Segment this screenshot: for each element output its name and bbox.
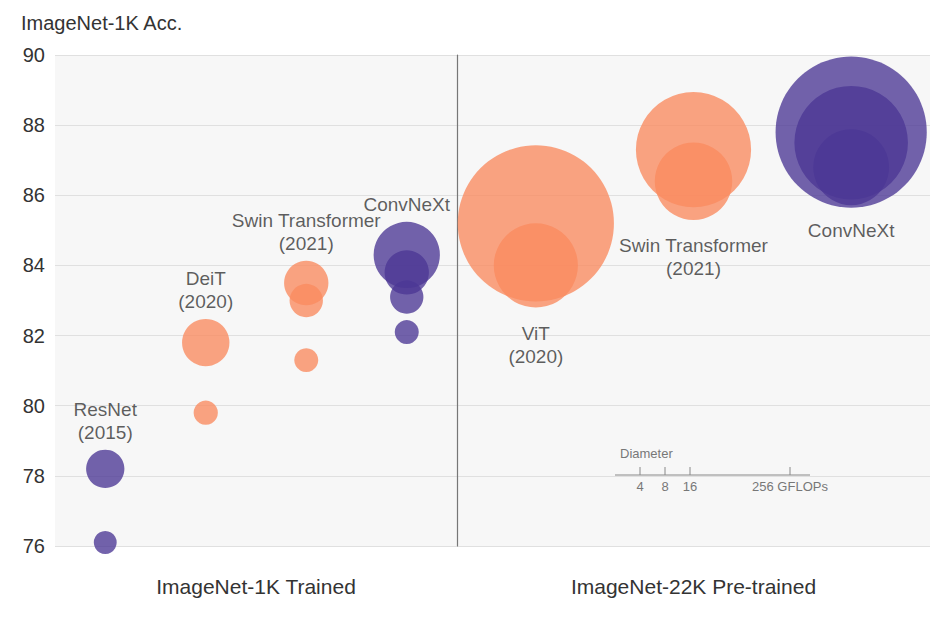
svg-text:ImageNet-22K Pre-trained: ImageNet-22K Pre-trained [571,575,816,598]
svg-text:80: 80 [23,395,45,417]
svg-text:Swin Transformer: Swin Transformer [619,235,769,256]
svg-text:ImageNet-1K Acc.: ImageNet-1K Acc. [21,12,182,34]
svg-text:ConvNeXt: ConvNeXt [808,220,895,241]
svg-text:88: 88 [23,114,45,136]
svg-text:(2020): (2020) [178,291,233,312]
svg-text:90: 90 [23,44,45,66]
svg-text:256 GFLOPs: 256 GFLOPs [752,479,828,494]
svg-text:(2021): (2021) [279,233,334,254]
svg-text:8: 8 [661,479,668,494]
svg-text:Diameter: Diameter [620,446,673,461]
svg-text:DeiT: DeiT [186,268,227,289]
svg-text:82: 82 [23,325,45,347]
svg-text:ImageNet-1K Trained: ImageNet-1K Trained [156,575,356,598]
svg-text:76: 76 [23,535,45,557]
svg-text:16: 16 [683,479,697,494]
svg-text:(2015): (2015) [78,422,133,443]
svg-text:ViT: ViT [522,323,551,344]
svg-text:4: 4 [636,479,643,494]
svg-text:Swin Transformer: Swin Transformer [232,210,382,231]
svg-text:84: 84 [23,254,45,276]
svg-text:(2021): (2021) [666,258,721,279]
svg-text:86: 86 [23,184,45,206]
svg-text:78: 78 [23,465,45,487]
svg-text:(2020): (2020) [508,346,563,367]
svg-text:ConvNeXt: ConvNeXt [363,194,450,215]
svg-text:ResNet: ResNet [74,399,138,420]
